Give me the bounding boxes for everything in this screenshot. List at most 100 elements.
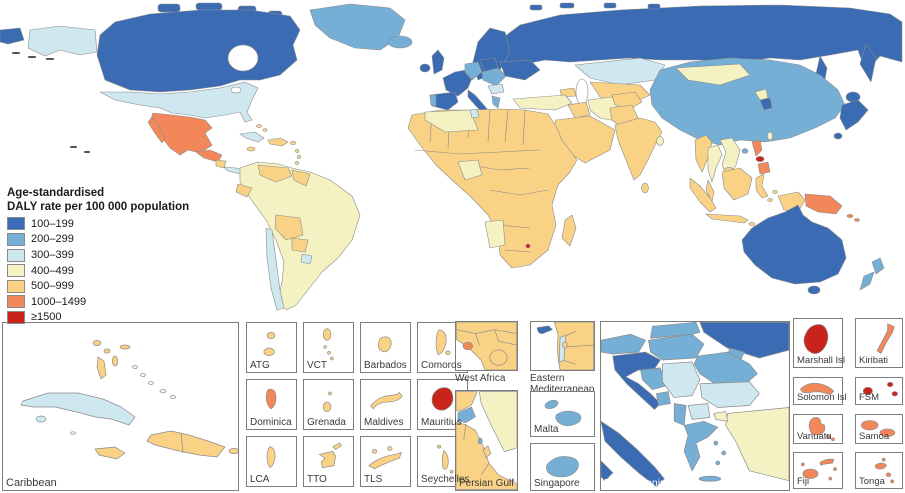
inset-grenada-label: Grenada [307, 417, 346, 428]
inset-tls-island [368, 446, 402, 470]
legend-item: 200–299 [7, 232, 189, 246]
inset-mauritius-island [431, 387, 454, 411]
region-south-korea [759, 97, 773, 111]
inset-barbados: Barbados [360, 322, 411, 373]
inset-bosnia [640, 367, 667, 391]
legend-title-line2: DALY rate per 100 000 population [7, 201, 190, 214]
inset-hispaniola [146, 430, 226, 458]
inset-jamaica [94, 446, 126, 460]
inset-fiji-label: Fiji [797, 476, 810, 487]
region-iraq [567, 101, 591, 119]
inset-fsm-islands [862, 381, 898, 397]
inset-persian-gulf-borders [463, 424, 490, 476]
legend-item: 500–999 [7, 279, 189, 293]
legend-title-line1: Age-standardised [7, 187, 105, 199]
great-lakes [230, 86, 242, 94]
inset-tonga: Tonga [855, 452, 903, 489]
inset-croatia [612, 351, 661, 410]
inset-lca-island [266, 446, 276, 469]
legend-item: ≥1500 [7, 310, 189, 324]
inset-tto: TTO [303, 436, 354, 487]
inset-macedonia [687, 403, 711, 420]
region-balkans [487, 83, 505, 95]
inset-kiribati-label: Kiribati [859, 355, 889, 366]
region-jamaica [246, 146, 256, 152]
legend-label-6: 1000–1499 [31, 295, 87, 308]
region-cuba [239, 131, 265, 143]
inset-tls-label: TLS [364, 474, 383, 485]
inset-singapore-island [546, 456, 579, 478]
region-hispaniola [267, 137, 297, 147]
inset-maldives-label: Maldives [364, 417, 404, 428]
inset-samoa: Samoa [855, 414, 903, 444]
hudson-bay [227, 44, 259, 72]
inset-balkan: Balkan Peninsula [600, 321, 790, 491]
inset-balkan-label: Balkan Peninsula [604, 477, 686, 489]
region-russia [486, 4, 903, 91]
inset-tto-islands [318, 442, 342, 469]
legend-label-5: 500–999 [31, 280, 74, 293]
region-australia [741, 204, 847, 295]
inset-solomon-label: Solomon Isl [797, 392, 847, 403]
region-ukraine [499, 59, 541, 81]
region-central-america [195, 149, 223, 163]
region-papua-new-guinea [804, 193, 843, 215]
legend-swatch-2 [7, 232, 25, 246]
legend-item: 1000–1499 [7, 295, 189, 309]
inset-samoa-label: Samoa [859, 431, 890, 442]
inset-persian-gulf-label: Persian Gulf [459, 478, 515, 489]
region-kazakhstan [574, 57, 666, 86]
inset-fiji-islands [801, 458, 837, 481]
inset-iran [478, 391, 517, 453]
inset-sierra-leone [462, 341, 473, 351]
inset-tls: TLS [360, 436, 411, 487]
inset-eastern-med-label: Eastern Mediterranean [530, 373, 595, 395]
inset-fsm-label: FSM [859, 392, 880, 403]
region-thailand [707, 144, 723, 183]
inset-italy [601, 420, 665, 487]
inset-singapore: Singapore [530, 443, 595, 491]
inset-comoros-islands [435, 329, 451, 356]
inset-iraq [456, 391, 478, 412]
inset-caribbean-label: Caribbean [6, 477, 57, 489]
inset-persian-gulf: Persian Gulf [455, 390, 518, 491]
region-taiwan [767, 131, 773, 141]
region-sri-lanka [641, 182, 649, 194]
inset-malta-label: Malta [534, 424, 559, 435]
legend-swatch-1 [7, 217, 25, 231]
inset-turkey [713, 407, 789, 482]
legend-item: 400–499 [7, 264, 189, 278]
inset-vanuatu-islands [808, 417, 835, 442]
inset-vanuatu-label: Vanuatu [797, 431, 832, 442]
legend-item: 100–199 [7, 217, 189, 231]
region-greece [491, 95, 501, 109]
region-north-korea [754, 88, 769, 101]
region-namibia [484, 219, 506, 249]
legend-swatch-7 [7, 310, 25, 324]
inset-dominica-label: Dominica [250, 417, 292, 428]
inset-vct-label: VCT [307, 360, 327, 371]
region-caucasus [559, 87, 577, 98]
inset-bulgaria [699, 381, 760, 408]
caspian-sea [575, 78, 589, 106]
inset-tonga-islands [874, 457, 895, 484]
region-mexico [147, 112, 213, 156]
inset-atg-label: ATG [250, 360, 270, 371]
region-guyanas [291, 169, 311, 187]
legend-item: 300–399 [7, 248, 189, 262]
inset-eastern-med-borders [563, 331, 594, 365]
region-western-europe [442, 69, 473, 97]
region-nigeria [457, 159, 483, 181]
region-iceland [387, 35, 413, 49]
inset-fsm: FSM [855, 377, 903, 405]
region-hainan [741, 148, 749, 154]
region-chukotka [0, 27, 25, 45]
legend-swatch-4 [7, 264, 25, 278]
inset-atg: ATG [246, 322, 297, 373]
region-germany [464, 61, 483, 81]
inset-greece [683, 420, 727, 482]
inset-slovakia [650, 322, 701, 339]
region-usa [99, 81, 259, 123]
inset-fiji: Fiji [793, 452, 843, 489]
